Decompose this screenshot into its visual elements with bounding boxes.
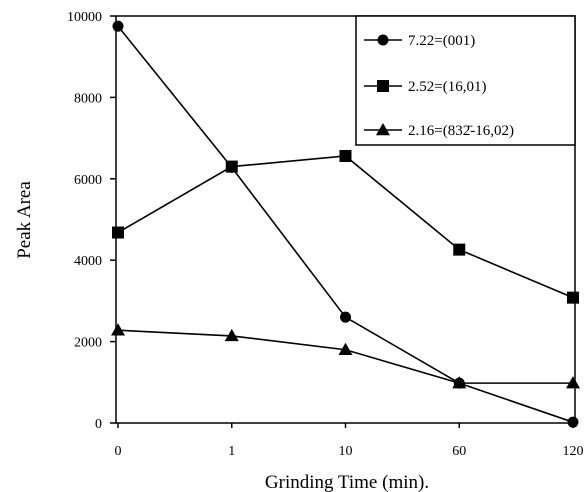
tick-layer: 0 2000 4000 6000 8000 10000 0 1 10 60 120 <box>67 10 584 459</box>
data-point-circle <box>112 20 124 32</box>
data-point-square <box>112 226 124 239</box>
series-layer <box>111 20 580 428</box>
data-point-square <box>453 243 466 256</box>
legend-label: 2.52=(16,01) <box>408 79 486 95</box>
x-axis-title: Grinding Time (min). <box>265 472 429 492</box>
legend-box <box>355 15 576 146</box>
x-tick-label: 10 <box>339 444 353 459</box>
y-tick-label: 2000 <box>74 336 102 351</box>
y-tick-label: 4000 <box>74 254 102 269</box>
data-point-triangle <box>111 323 125 336</box>
x-tick-label: 60 <box>452 444 466 459</box>
y-tick-label: 10000 <box>67 10 102 25</box>
y-tick-label: 8000 <box>74 91 102 106</box>
y-tick-label: 0 <box>95 417 102 432</box>
series-line <box>117 155 574 299</box>
x-tick-label: 120 <box>563 444 584 459</box>
data-point-square <box>567 291 579 304</box>
data-point-triangle <box>224 328 239 342</box>
legend-items: 7.22=(001) 2.52=(16,01) 2.16=(832̄-16,02) <box>364 33 514 139</box>
legend-marker-circle <box>377 34 389 46</box>
data-point-square <box>225 160 238 173</box>
x-tick-label: 1 <box>228 444 235 459</box>
x-tick-label: 0 <box>115 444 122 459</box>
y-axis-title: Peak Area <box>14 181 35 259</box>
legend-label: 7.22=(001) <box>408 33 475 49</box>
legend-marker-square <box>377 80 389 92</box>
legend-label: 2.16=(832̄-16,02) <box>408 123 514 139</box>
series-line <box>117 329 573 384</box>
legend: 7.22=(001) 2.52=(16,01) 2.16=(832̄-16,02) <box>355 15 576 146</box>
data-point-circle <box>340 311 351 323</box>
data-point-triangle <box>566 376 580 389</box>
data-point-triangle <box>452 376 467 389</box>
data-point-triangle <box>338 342 353 355</box>
data-point-square <box>339 150 352 163</box>
data-point-circle <box>567 416 579 428</box>
y-tick-label: 6000 <box>74 173 102 188</box>
legend-marker-triangle <box>376 123 390 136</box>
